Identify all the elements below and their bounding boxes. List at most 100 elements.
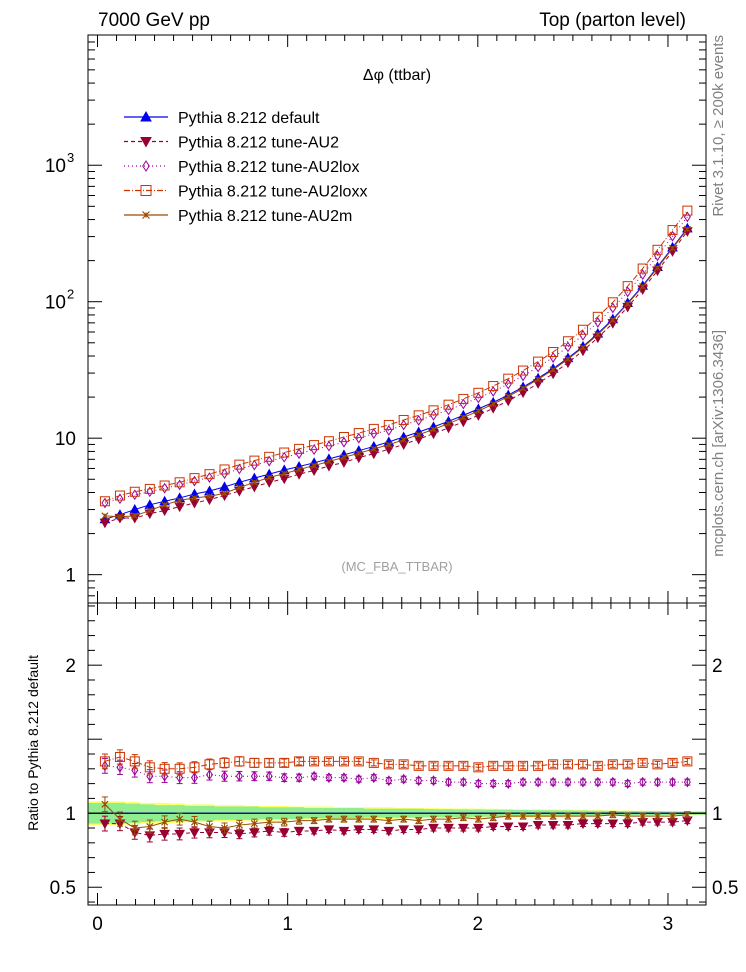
data-point [370,772,378,784]
data-point [355,449,363,457]
data-point [624,778,632,790]
data-point [594,317,602,328]
data-point [652,759,663,770]
series-pythia-8-212-tune-au2loxx [99,205,693,507]
data-point [400,436,408,444]
data-point [279,757,290,768]
data-point [474,392,482,404]
data-point [487,822,499,833]
data-point [190,772,199,784]
data-point [142,211,150,219]
data-point [639,812,647,820]
data-point [205,822,214,831]
data-point [503,373,514,384]
data-point [398,759,409,770]
data-point [146,486,154,498]
data-point [280,772,288,784]
data-point [368,423,379,434]
data-point [264,757,275,768]
data-point [669,776,677,788]
data-point [235,821,243,829]
data-point [667,225,678,236]
data-point [325,457,333,466]
data-point [489,386,497,397]
y-tick-label: 1 [65,566,76,587]
data-point [504,392,512,401]
data-point [308,826,320,837]
data-point [473,387,484,398]
data-point [415,431,423,439]
data-point [265,455,273,467]
rivet-version-label: Rivet 3.1.10, ≥ 200k events [710,35,727,217]
data-point [607,819,619,830]
data-point [368,757,379,768]
data-point [549,366,557,374]
legend-label: Pythia 8.212 tune-AU2 [178,135,339,152]
data-point [116,815,124,823]
data-point [101,800,109,808]
data-point [131,824,139,832]
data-point [176,496,184,504]
data-point [325,440,333,452]
data-point [592,311,603,322]
data-point [458,823,469,834]
data-point [116,761,124,773]
data-point [652,244,663,255]
data-point [309,756,320,767]
data-point [295,772,303,784]
data-point [310,444,318,456]
series-line [104,231,688,524]
data-point [101,497,109,509]
data-point [190,475,199,487]
data-point [533,356,544,367]
data-point [325,815,333,823]
data-point [562,820,574,831]
data-point [459,413,467,421]
data-point [385,775,393,787]
data-point [235,770,243,782]
data-point [146,770,154,782]
data-point [549,776,557,788]
data-point [428,405,439,416]
data-point [265,770,273,782]
data-point [129,486,140,497]
data-point [458,393,469,404]
data-point [174,829,186,840]
y-tick-label: 10 [45,156,66,177]
data-point [142,160,150,172]
data-point [474,778,482,790]
data-point [189,828,200,838]
data-point [564,812,572,820]
data-point [161,482,169,494]
data-point [489,778,497,790]
data-point [429,409,438,421]
legend-entry: Pythia 8.212 tune-AU2loxx [124,184,367,201]
data-point [295,448,303,460]
data-point [294,443,305,454]
ratio-panel: 0.5 0.5 1 1 2 2 0 1 2 3 Ratio to Pythia 8.212 de… [25,602,738,935]
data-point [99,756,110,767]
data-point [221,468,229,480]
data-point [204,469,215,480]
data-point [174,477,185,488]
y-tick-exponent: 3 [67,150,74,165]
data-point [101,512,109,520]
data-point [473,823,484,834]
data-point [250,459,258,471]
data-point [653,812,662,820]
data-point [131,512,139,520]
series-line [104,210,688,502]
data-point [668,244,677,252]
legend-entry: Pythia 8.212 default [124,110,320,127]
data-point [220,824,229,832]
data-point [161,818,169,826]
data-point [518,365,529,376]
data-point [309,440,320,451]
series-line [104,216,688,504]
process-label: Top (parton level) [539,10,686,31]
data-point [503,760,514,771]
ratio-y-tick-label: 1 [65,804,76,825]
series-pythia-8-212-tune-au2lox [101,211,691,509]
data-point [532,820,544,831]
y-tick-exponent: 2 [67,287,74,302]
